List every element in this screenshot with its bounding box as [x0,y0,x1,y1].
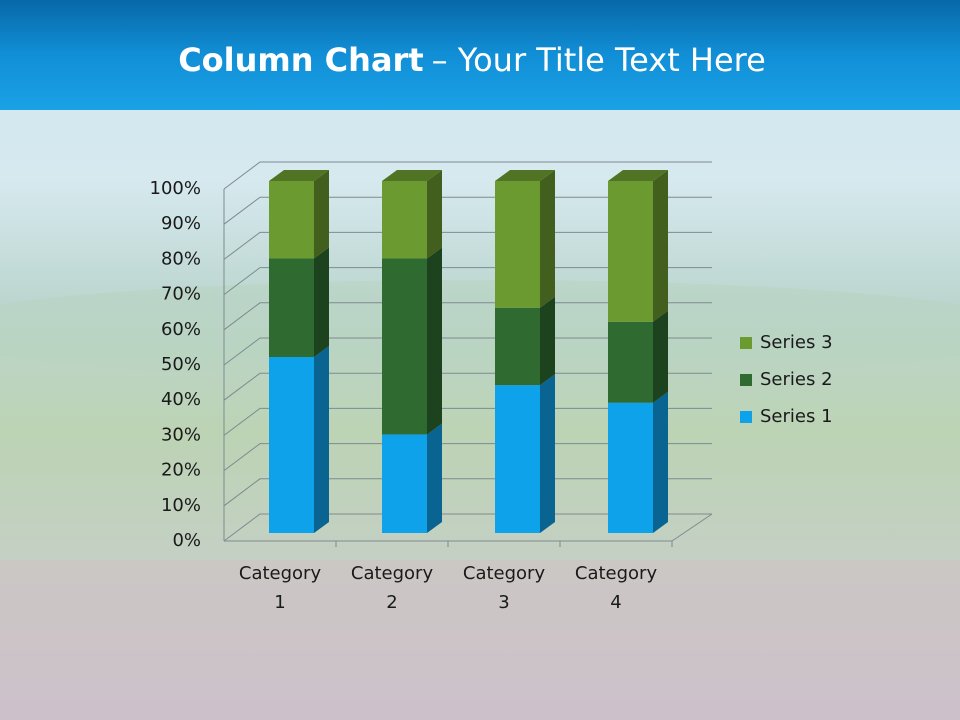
grid-line [223,478,712,507]
label-line: Category [575,563,658,584]
y-tick-label: 30% [161,424,201,445]
bar-side [653,310,668,403]
grid-line [223,196,712,225]
bar-side [653,391,668,533]
flowers [0,560,960,720]
label-line: 2 [386,592,397,613]
bar-front [269,357,314,533]
legend-label: Series 2 [760,369,833,390]
bar-top [269,170,329,181]
bar-side [653,170,668,322]
title-rest: – Your Title Text Here [432,41,766,79]
y-tick-label: 40% [161,389,201,410]
bar-front [382,258,427,435]
grid-line [223,302,712,331]
bar-top [495,170,555,181]
bar-segment [269,346,329,533]
bar-segment [608,310,668,403]
bar-front [495,307,540,386]
label-line: Category [239,563,322,584]
label-line: Category [463,563,546,584]
bar-side [427,247,442,435]
bar-side [540,170,555,308]
bar-front [269,181,314,259]
grid-line [223,407,712,436]
y-tick-label: 10% [161,495,201,516]
bar-side [427,170,442,259]
x-tick-label: Category 2 [351,563,434,613]
bar-front [495,181,540,308]
y-tick-label: 20% [161,460,201,481]
label-line: Category [351,563,434,584]
bar-segment [495,296,555,386]
legend-label: Series 3 [760,332,833,353]
bar-segment [382,423,442,533]
chart: 0% 10% 20% 30% 40% 50% 60% 70% 80% 90% 100% Categor… [150,161,833,613]
bar-side [314,170,329,259]
legend-swatch [740,337,752,349]
grid-line [223,337,712,366]
grid-line [223,443,712,472]
label-line: 1 [274,592,285,613]
y-tick-label: 50% [161,354,201,375]
grid-line [223,513,712,542]
bar-side [314,247,329,357]
bar-front [382,434,427,533]
bar-segment [382,170,442,259]
axis-line [671,513,713,542]
bar-top [608,170,668,181]
title-bold: Column Chart [178,41,423,79]
grid-line [223,372,712,401]
slide-title: Column Chart – Your Title Text Here [178,41,766,79]
bar-side [540,296,555,386]
bar-front [269,258,314,357]
header [0,0,960,110]
label-line: 3 [498,592,509,613]
bar-front [608,321,653,403]
bar-segment [608,391,668,533]
x-tick-label: Category 1 [239,563,322,613]
bar-segment [269,247,329,357]
legend-swatch [740,411,752,423]
bar-segment [269,170,329,259]
label-line: 4 [610,592,621,613]
hills [0,280,960,380]
legend-swatch [740,374,752,386]
x-tick-label: Category 4 [575,563,658,613]
bar-segment [495,374,555,533]
y-tick-label: 90% [161,213,201,234]
bar-side [427,423,442,533]
grid-line [223,267,712,296]
x-tick-label: Category 3 [463,563,546,613]
legend-label: Series 1 [760,406,833,427]
y-tick-label: 80% [161,248,201,269]
bar-front [608,402,653,533]
bar-front [382,181,427,259]
bar-side [314,346,329,533]
bar-segment [495,170,555,308]
bar-top [382,170,442,181]
grid-line [223,231,712,260]
grid-line [223,161,712,190]
bar-front [608,181,653,322]
y-tick-label: 60% [161,319,201,340]
y-tick-label: 100% [150,178,201,199]
bar-front [495,385,540,533]
bar-segment [382,247,442,435]
bar-segment [608,170,668,322]
bar-side [540,374,555,533]
y-tick-label: 70% [161,284,201,305]
y-tick-label: 0% [172,530,201,551]
